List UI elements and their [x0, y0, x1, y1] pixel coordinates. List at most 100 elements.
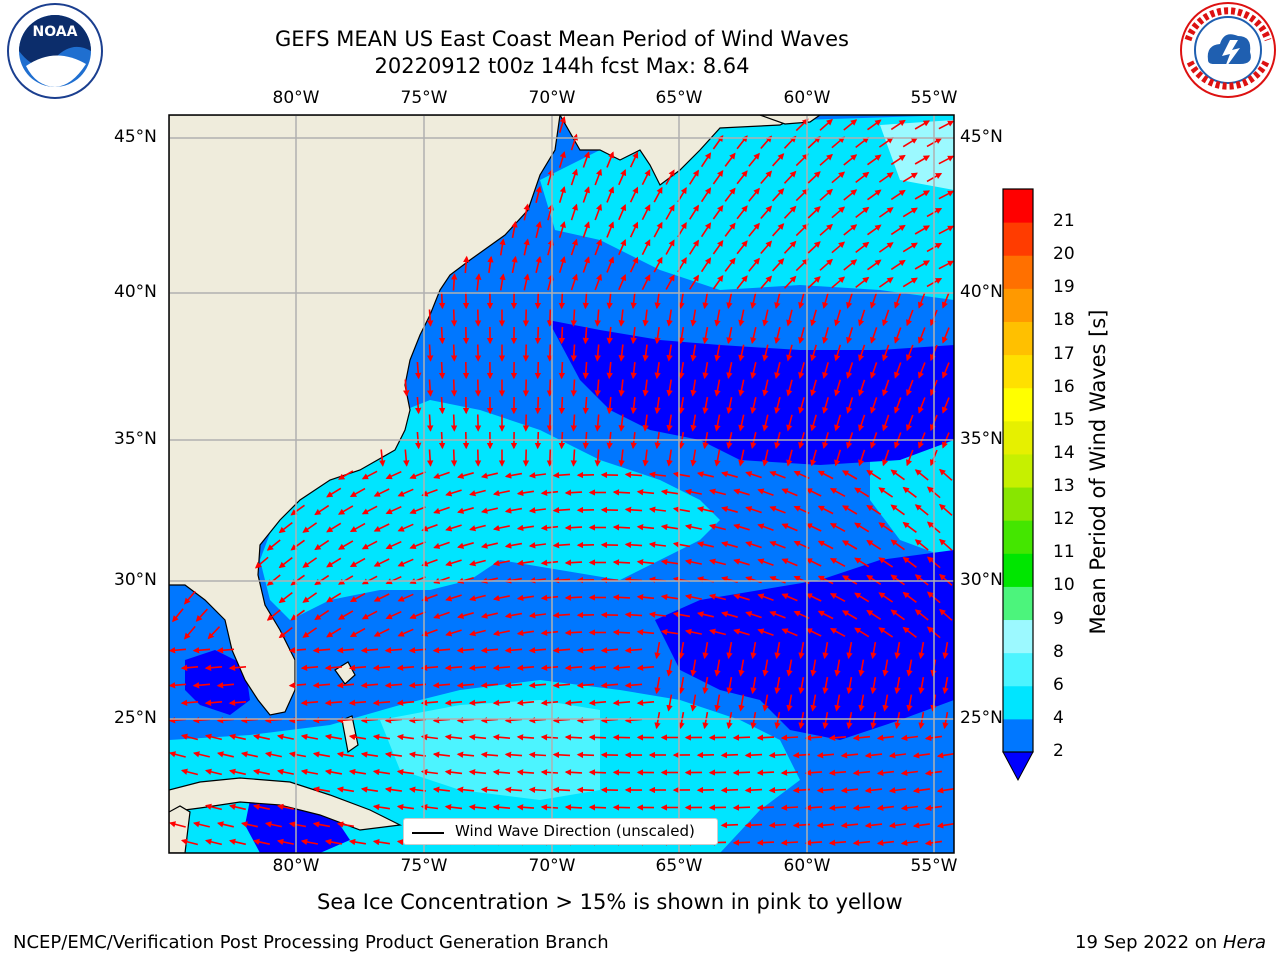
wave-direction-arrow — [624, 611, 643, 618]
wave-direction-arrow — [653, 221, 663, 238]
wave-direction-arrow — [558, 221, 566, 238]
wave-direction-arrow — [432, 647, 451, 654]
wave-direction-arrow — [756, 734, 775, 741]
wave-direction-arrow — [582, 396, 589, 415]
wave-direction-arrow — [564, 769, 583, 776]
wave-direction-arrow — [606, 291, 613, 310]
wave-direction-arrow — [252, 733, 270, 741]
wave-direction-arrow — [324, 699, 343, 706]
wave-direction-arrow — [786, 449, 793, 467]
wave-direction-arrow — [726, 327, 733, 345]
wave-direction-arrow — [822, 362, 829, 379]
wave-direction-arrow — [397, 628, 414, 637]
wave-direction-arrow — [914, 190, 931, 200]
wave-direction-arrow — [552, 647, 571, 654]
wave-direction-arrow — [762, 414, 769, 432]
wave-direction-arrow — [714, 344, 721, 362]
wave-direction-arrow — [582, 326, 589, 345]
wave-direction-arrow — [829, 627, 846, 638]
wave-direction-arrow — [882, 659, 889, 677]
wave-direction-arrow — [750, 292, 757, 310]
wave-direction-arrow — [576, 751, 595, 759]
wave-direction-arrow — [433, 611, 450, 619]
wave-direction-arrow — [708, 488, 726, 496]
wave-direction-arrow — [804, 769, 823, 776]
wave-direction-arrow — [228, 803, 246, 811]
wave-direction-arrow — [882, 414, 890, 432]
wave-direction-arrow — [534, 396, 542, 415]
wave-direction-arrow — [781, 628, 798, 637]
wave-direction-arrow — [914, 504, 929, 516]
wave-direction-arrow — [858, 344, 866, 362]
wave-direction-arrow — [665, 239, 675, 255]
wave-direction-arrow — [492, 524, 510, 532]
colorbar-segment — [1003, 387, 1033, 422]
lon-tick-bottom-65w: 65°W — [655, 856, 703, 876]
wave-direction-arrow — [564, 629, 583, 636]
wave-direction-arrow — [721, 541, 738, 548]
wave-direction-arrow — [457, 472, 474, 479]
wave-direction-arrow — [678, 361, 685, 380]
wave-direction-arrow — [757, 593, 774, 601]
wave-direction-arrow — [817, 540, 834, 550]
wave-direction-arrow — [468, 699, 487, 706]
wave-direction-arrow — [373, 628, 390, 637]
wave-direction-arrow — [738, 344, 745, 362]
map-subtitle: 20220912 t00z 144h fcst Max: 8.64 — [374, 54, 750, 78]
wave-direction-arrow — [192, 821, 210, 828]
wave-direction-arrow — [240, 821, 258, 828]
wave-direction-arrow — [612, 629, 631, 636]
wave-direction-arrow — [866, 610, 882, 620]
wave-direction-arrow — [468, 804, 487, 811]
wave-direction-arrow — [535, 185, 542, 203]
wave-direction-arrow — [852, 734, 871, 741]
wave-direction-arrow — [438, 291, 446, 310]
lat-tick-left-45n: 45°N — [114, 127, 157, 147]
wave-direction-arrow — [438, 396, 446, 415]
wave-direction-arrow — [876, 734, 894, 741]
wave-direction-arrow — [360, 751, 379, 758]
wave-direction-arrow — [558, 256, 566, 273]
wave-direction-arrow — [397, 488, 414, 497]
wave-direction-arrow — [582, 256, 590, 273]
wave-direction-arrow — [445, 559, 462, 567]
wave-direction-arrow — [914, 574, 929, 586]
wave-direction-arrow — [841, 505, 858, 515]
wave-direction-arrow — [878, 172, 894, 183]
wave-direction-arrow — [720, 751, 739, 759]
wave-direction-arrow — [278, 591, 293, 604]
wave-direction-arrow — [786, 379, 793, 397]
wave-direction-arrow — [712, 169, 724, 185]
wave-direction-arrow — [594, 309, 601, 327]
wave-direction-arrow — [302, 627, 318, 638]
wave-direction-arrow — [337, 505, 354, 515]
wave-direction-arrow — [337, 610, 354, 620]
wave-direction-arrow — [564, 524, 583, 531]
wave-direction-arrow — [169, 647, 187, 654]
wave-direction-arrow — [878, 242, 894, 253]
wave-direction-arrow — [642, 309, 649, 327]
wave-direction-arrow — [444, 803, 463, 811]
wave-direction-arrow — [721, 611, 738, 618]
wave-direction-arrow — [276, 803, 294, 811]
wave-direction-arrow — [726, 397, 733, 415]
wave-direction-arrow — [216, 682, 235, 689]
wave-direction-arrow — [702, 711, 709, 730]
wave-direction-arrow — [336, 821, 355, 828]
wave-direction-arrow — [855, 241, 870, 254]
lat-tick-right-45n: 45°N — [960, 127, 1003, 147]
wave-direction-arrow — [278, 556, 293, 569]
wave-direction-arrow — [745, 471, 762, 479]
wave-direction-arrow — [302, 557, 318, 568]
wave-direction-arrow — [588, 769, 607, 776]
wave-direction-arrow — [648, 611, 667, 618]
wave-direction-arrow — [678, 711, 685, 730]
wave-direction-arrow — [756, 769, 775, 776]
graticule — [169, 115, 954, 853]
wave-direction-arrow — [570, 449, 578, 467]
wave-direction-arrow — [612, 699, 631, 706]
wave-direction-arrow — [805, 593, 822, 602]
wave-direction-arrow — [902, 591, 917, 603]
wave-direction-arrow — [786, 309, 793, 327]
wave-direction-arrow — [254, 556, 269, 569]
